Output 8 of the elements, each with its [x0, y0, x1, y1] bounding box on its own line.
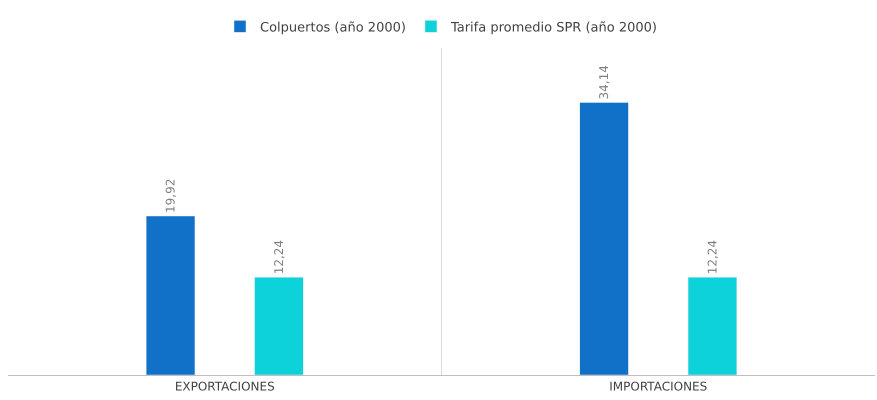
data-label: 12,24	[705, 240, 720, 274]
data-label: 12,24	[272, 240, 286, 274]
x-tick-label: EXPORTACIONES	[174, 379, 275, 394]
legend-label: Tarifa promedio SPR (año 2000)	[450, 20, 657, 36]
data-label: 34,14	[597, 65, 612, 100]
legend-label: Colpuertos (año 2000)	[260, 20, 406, 36]
x-tick-label: IMPORTACIONES	[609, 379, 708, 394]
data-label: 19,92	[164, 178, 178, 213]
